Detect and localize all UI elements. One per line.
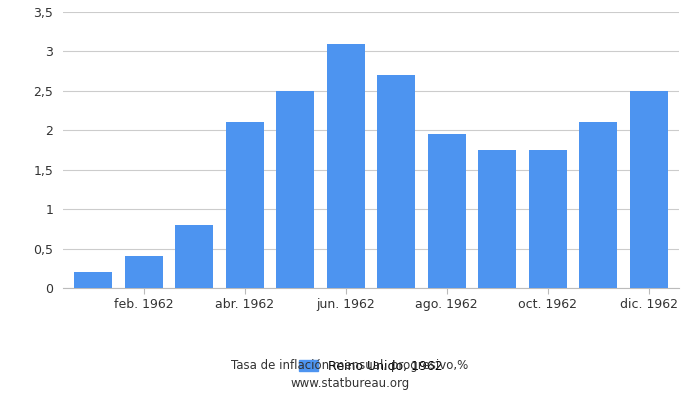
Bar <box>327 44 365 288</box>
Bar <box>528 150 567 288</box>
Text: www.statbureau.org: www.statbureau.org <box>290 377 410 390</box>
Bar <box>226 122 264 288</box>
Bar <box>276 91 314 288</box>
Bar <box>630 91 668 288</box>
Bar <box>580 122 617 288</box>
Bar <box>74 272 112 288</box>
Bar <box>125 256 162 288</box>
Bar <box>377 75 415 288</box>
Bar <box>175 225 214 288</box>
Text: Tasa de inflación mensual, progresivo,%: Tasa de inflación mensual, progresivo,% <box>232 360 468 372</box>
Legend: Reino Unido, 1962: Reino Unido, 1962 <box>294 355 448 378</box>
Bar <box>478 150 516 288</box>
Bar <box>428 134 466 288</box>
